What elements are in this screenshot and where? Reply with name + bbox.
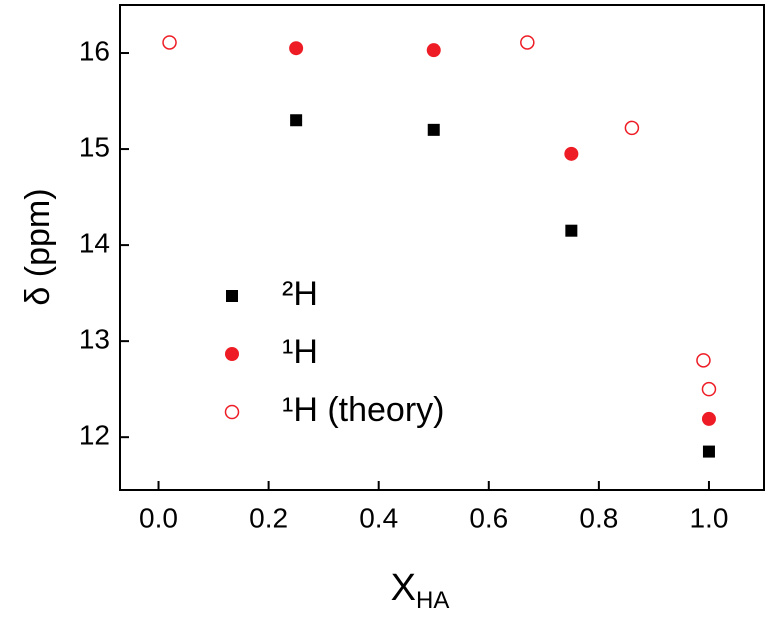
legend-label: ²H: [282, 275, 318, 313]
x-tick-label: 0.6: [469, 502, 508, 533]
marker-square: [565, 224, 578, 237]
marker-circle: [426, 43, 441, 58]
x-tick-label: 1.0: [689, 502, 728, 533]
marker-open-circle: [624, 120, 640, 136]
y-axis-label: δ (ppm): [19, 188, 57, 305]
y-tick-label: 14: [79, 227, 110, 258]
marker-open-circle: [224, 404, 240, 420]
marker-open-circle: [520, 35, 535, 50]
marker-square: [702, 445, 715, 458]
marker-square: [226, 290, 238, 302]
x-axis-label-subscript: HA: [416, 587, 449, 614]
x-tick-label: 0.2: [249, 502, 288, 533]
marker-open-circle: [162, 35, 177, 50]
x-tick-label: 0.0: [139, 502, 178, 533]
marker-open-circle: [696, 353, 711, 368]
marker-open-circle: [701, 381, 717, 397]
marker-circle: [289, 41, 304, 56]
plot-frame: [119, 4, 765, 491]
marker-square: [290, 114, 303, 127]
y-tick-label: 13: [79, 324, 110, 355]
legend-label: ¹H (theory): [282, 391, 444, 429]
y-tick-label: 16: [79, 35, 110, 66]
x-axis-label: XHA: [391, 567, 450, 614]
marker-square: [427, 123, 440, 136]
x-tick-label: 0.4: [359, 502, 398, 533]
y-tick-label: 15: [79, 131, 110, 162]
x-tick-label: 0.8: [579, 502, 618, 533]
x-axis-label-main: X: [391, 567, 416, 609]
marker-circle: [701, 411, 716, 426]
y-tick-label: 12: [79, 420, 110, 451]
marker-circle: [225, 347, 239, 361]
marker-circle: [564, 146, 579, 161]
legend-label: ¹H: [282, 333, 318, 371]
